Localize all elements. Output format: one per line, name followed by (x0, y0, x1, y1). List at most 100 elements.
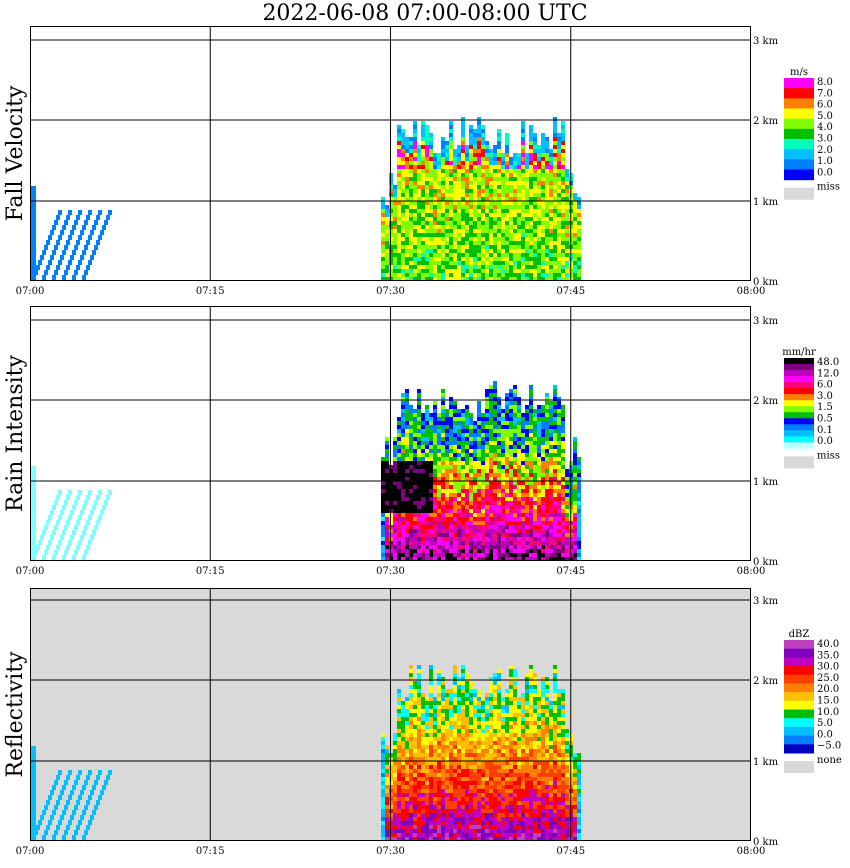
legend-swatch (784, 139, 814, 150)
legend-swatch (784, 700, 814, 711)
legend-label: 48.0 (817, 357, 839, 368)
echo-cells (381, 381, 581, 561)
y-tick-label: 1 km (753, 757, 779, 768)
legend-swatch (784, 640, 814, 650)
x-tick-label: 07:15 (196, 286, 225, 297)
legend-swatch (784, 149, 814, 160)
legend: m/s 8.07.06.05.04.03.02.01.00.0 miss (784, 67, 840, 200)
y-tick-label: 1 km (753, 477, 779, 488)
legend-swatch (784, 394, 814, 401)
legend-label: 20.0 (817, 684, 839, 695)
legend-unit: mm/hr (782, 347, 816, 358)
y-axis-label: Rain Intensity (3, 354, 28, 511)
legend-swatch (784, 442, 814, 449)
y-tick-label: 2 km (753, 676, 779, 687)
legend-swatch (784, 735, 814, 745)
legend-swatch (784, 430, 814, 437)
legend-swatch (784, 159, 814, 171)
legend-label: 35.0 (817, 650, 839, 661)
x-tick-label: 07:30 (376, 846, 405, 857)
legend-swatch (784, 718, 814, 728)
panel-1: 07:00 07:15 07:30 07:45 08:000 km 1 km 2 km 3 k… (3, 26, 840, 297)
x-tick-label: 07:45 (556, 566, 585, 577)
y-tick-label: 0 km (753, 277, 779, 288)
legend-label: 7.0 (817, 88, 833, 99)
x-tick-label: 08:00 (737, 566, 766, 577)
y-tick-label: 1 km (753, 197, 779, 208)
legend-label: 5.0 (817, 111, 833, 122)
legend-swatch (784, 388, 814, 395)
legend-miss-swatch (784, 456, 814, 469)
panel-3: 07:00 07:15 07:30 07:45 08:000 km 1 km 2 km 3 k… (3, 588, 842, 857)
legend-swatch (784, 709, 814, 719)
legend: dBZ 40.035.030.025.020.015.010.05.00.0−5.… (784, 629, 842, 773)
legend-label: 0.5 (817, 414, 833, 425)
legend-label: 6.0 (817, 100, 833, 111)
legend-swatch (784, 128, 814, 140)
x-tick-label: 07:15 (196, 846, 225, 857)
legend-label: miss (817, 450, 840, 461)
legend-label: 2.0 (817, 145, 833, 156)
legend-swatch (784, 382, 814, 389)
x-tick-label: 08:00 (737, 286, 766, 297)
legend-label: 1.5 (817, 402, 833, 413)
x-tick-label: 07:45 (556, 286, 585, 297)
plot-frame (30, 588, 751, 841)
x-tick-label: 07:45 (556, 846, 585, 857)
legend-label: 5.0 (817, 718, 833, 729)
legend-label: 4.0 (817, 122, 833, 133)
legend-swatch (784, 424, 814, 431)
y-tick-label: 2 km (753, 116, 779, 127)
legend-swatch (784, 657, 814, 667)
plot-frame (30, 26, 751, 281)
legend-swatch (784, 108, 814, 120)
legend-label: 3.0 (817, 391, 833, 402)
legend-miss-swatch (784, 187, 814, 200)
legend-label: −5.0 (817, 741, 841, 752)
legend-swatch (784, 744, 814, 754)
x-tick-label: 07:15 (196, 566, 225, 577)
legend-swatch (784, 370, 814, 377)
legend-swatch (784, 400, 814, 407)
legend-swatch (784, 674, 814, 684)
early-echo-streaks (30, 746, 112, 841)
legend-swatch (784, 169, 814, 181)
legend-swatch (784, 683, 814, 693)
legend-swatch (784, 418, 814, 425)
legend-label: miss (817, 182, 840, 193)
legend-label: 25.0 (817, 673, 839, 684)
plot-frame (30, 306, 751, 561)
grid (30, 588, 751, 841)
y-axis-label: Fall Velocity (3, 85, 28, 221)
legend-unit: m/s (790, 67, 808, 78)
legend-swatch (784, 364, 814, 371)
y-tick-label: 3 km (753, 36, 779, 47)
legend-swatch (784, 376, 814, 383)
x-tick-label: 07:00 (16, 846, 45, 857)
legend-swatch (784, 358, 814, 365)
y-tick-label: 3 km (753, 316, 779, 327)
legend-swatch (784, 98, 814, 110)
y-tick-label: 2 km (753, 396, 779, 407)
legend-label: 0.0 (817, 729, 833, 740)
echo-cells (381, 665, 581, 841)
legend-label: 1.0 (817, 156, 833, 167)
legend-label: 0.0 (817, 167, 833, 178)
legend-label: 0.0 (817, 436, 833, 447)
y-tick-label: 0 km (753, 557, 779, 568)
legend-label: 0.1 (817, 425, 833, 436)
legend-label: 12.0 (817, 368, 839, 379)
y-tick-label: 3 km (753, 596, 779, 607)
legend-label: 30.0 (817, 662, 839, 673)
legend-label: none (817, 755, 842, 766)
legend-swatch (784, 692, 814, 702)
legend-label: 3.0 (817, 134, 833, 145)
legend-label: 15.0 (817, 696, 839, 707)
legend-swatch (784, 78, 814, 89)
legend-label: 10.0 (817, 707, 839, 718)
legend-swatch (784, 412, 814, 419)
y-axis-label: Reflectivity (3, 651, 28, 778)
grid (30, 26, 751, 281)
